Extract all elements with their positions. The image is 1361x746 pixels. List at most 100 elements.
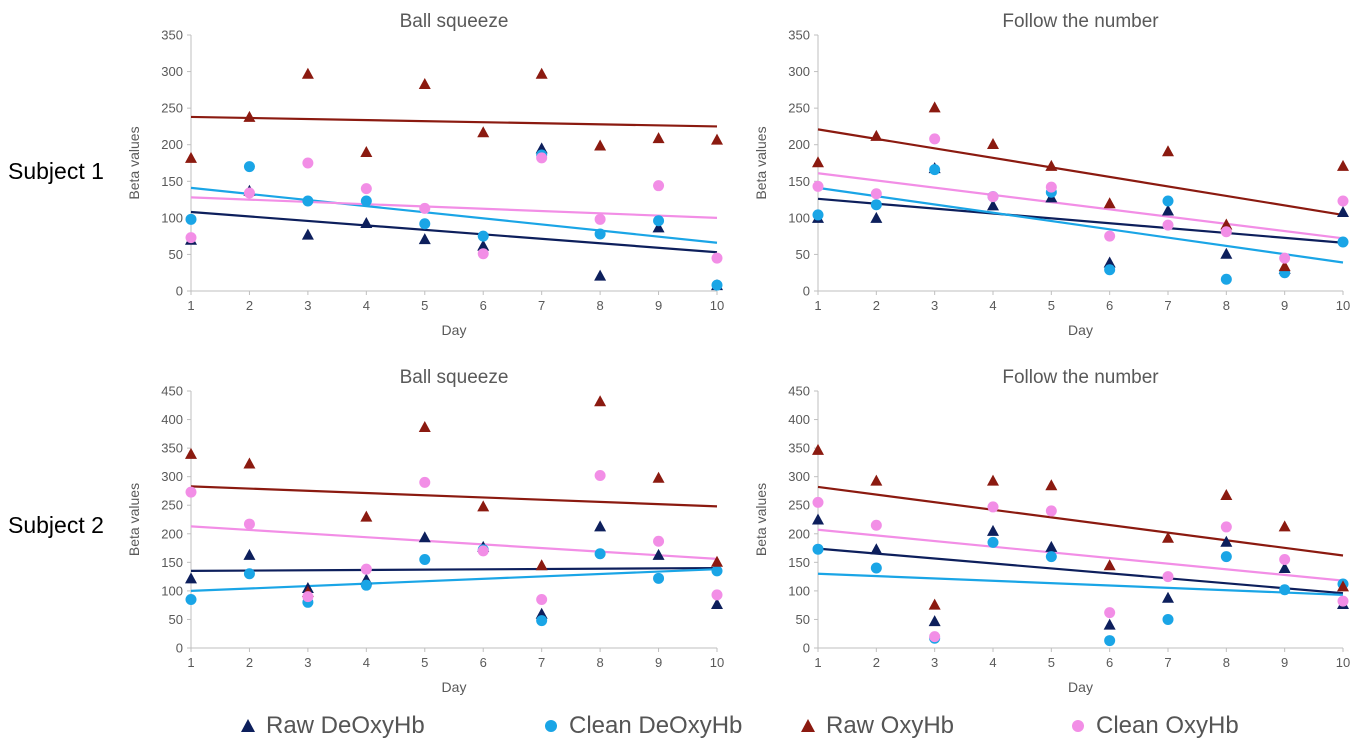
point-raw-deoxyhb [360,216,373,228]
point-raw-oxyhb [1045,479,1058,491]
point-raw-oxyhb [360,146,373,158]
point-raw-oxyhb [301,67,314,79]
point-clean-oxyhb [419,476,431,488]
y-tick-label: 50 [169,612,183,627]
y-tick-label: 150 [161,174,183,189]
point-clean-deoxyhb [536,615,548,627]
point-raw-oxyhb [535,67,548,79]
x-tick-label: 8 [1223,655,1230,670]
trendline-clean-deoxyhb [817,572,1344,596]
legend: Raw DeOxyHb Clean DeOxyHb Raw OxyHb Clea… [0,712,1361,746]
point-raw-oxyhb [477,126,490,138]
point-raw-oxyhb [652,471,665,483]
point-raw-oxyhb [418,78,431,90]
point-raw-deoxyhb [652,548,665,560]
y-tick-label: 300 [161,469,183,484]
y-tick-label: 0 [176,284,183,299]
x-tick-label: 10 [710,655,724,670]
point-raw-deoxyhb [418,233,431,245]
x-tick-label: 2 [873,298,880,313]
point-raw-deoxyhb [301,228,314,240]
x-tick-label: 6 [480,298,487,313]
point-clean-deoxyhb [594,228,606,240]
point-raw-oxyhb [1103,197,1116,209]
x-axis-label: Day [442,679,467,695]
point-clean-oxyhb [1104,230,1116,242]
point-clean-oxyhb [711,252,723,264]
x-tick-label: 1 [814,655,821,670]
point-raw-oxyhb [360,510,373,522]
point-clean-oxyhb [929,631,941,643]
point-clean-deoxyhb [653,215,665,227]
point-clean-deoxyhb [812,209,824,221]
point-clean-deoxyhb [419,553,431,565]
trendline-raw-oxyhb [190,485,718,508]
point-clean-oxyhb [302,157,314,169]
point-clean-oxyhb [536,593,548,605]
x-tick-label: 2 [246,655,253,670]
point-clean-oxyhb [1162,571,1174,583]
point-raw-deoxyhb [1162,591,1174,603]
point-clean-oxyhb [1045,181,1057,193]
point-raw-oxyhb [711,555,723,567]
point-clean-oxyhb [536,152,548,164]
point-clean-deoxyhb [185,213,197,225]
legend-marker-clean-deoxyhb [545,720,557,732]
y-tick-label: 400 [161,412,183,427]
x-tick-label: 4 [363,298,370,313]
y-tick-label: 400 [788,412,810,427]
point-raw-deoxyhb [987,524,999,536]
point-raw-deoxyhb [1220,247,1233,259]
x-tick-label: 6 [480,655,487,670]
x-tick-label: 7 [538,298,545,313]
x-tick-label: 7 [1164,298,1171,313]
point-raw-deoxyhb [1220,535,1233,547]
point-raw-oxyhb [812,443,824,455]
point-clean-deoxyhb [360,579,372,591]
point-clean-oxyhb [1337,195,1349,207]
x-tick-label: 3 [931,298,938,313]
point-clean-deoxyhb [419,218,431,230]
x-tick-label: 9 [655,655,662,670]
point-raw-oxyhb [1220,218,1233,230]
legend-marker-raw-deoxyhb [241,719,255,732]
point-raw-oxyhb [870,129,883,141]
point-clean-oxyhb [185,232,197,244]
point-raw-deoxyhb [594,269,607,281]
point-clean-oxyhb [870,188,882,200]
x-tick-label: 7 [1164,655,1171,670]
point-raw-deoxyhb [594,520,607,532]
point-clean-deoxyhb [1104,264,1116,276]
point-clean-deoxyhb [1279,584,1291,596]
y-tick-label: 100 [161,583,183,598]
point-raw-oxyhb [535,559,548,571]
point-raw-oxyhb [1337,159,1349,171]
y-tick-label: 350 [161,28,183,43]
legend-label-clean-deoxyhb: Clean DeOxyHb [569,712,743,739]
point-clean-deoxyhb [1220,273,1232,285]
point-clean-deoxyhb [1045,551,1057,563]
point-clean-deoxyhb [870,199,882,211]
point-clean-oxyhb [812,496,824,508]
point-clean-oxyhb [243,518,255,530]
chart-panel-3: Ball squeeze 0 50 100 150 200 250 300 350 400 450 1… [126,367,724,695]
point-clean-deoxyhb [929,164,941,176]
legend-item-raw-oxyhb: Raw OxyHb [800,712,954,740]
point-clean-deoxyhb [812,543,824,555]
row-label-subject-1: Subject 1 [8,158,104,184]
point-raw-deoxyhb [1045,540,1058,552]
y-tick-label: 250 [788,101,810,116]
point-clean-oxyhb [929,133,941,145]
y-axis-label: Beta values [126,483,142,556]
point-clean-oxyhb [1045,505,1057,517]
point-raw-oxyhb [243,110,256,122]
legend-label-clean-oxyhb: Clean OxyHb [1096,712,1239,739]
point-raw-deoxyhb [418,531,431,543]
y-tick-label: 100 [788,210,810,225]
y-tick-label: 100 [161,210,183,225]
y-tick-label: 350 [788,28,810,43]
x-tick-label: 4 [989,655,996,670]
trendline-clean-oxyhb [817,528,1344,582]
y-tick-label: 50 [169,247,183,262]
